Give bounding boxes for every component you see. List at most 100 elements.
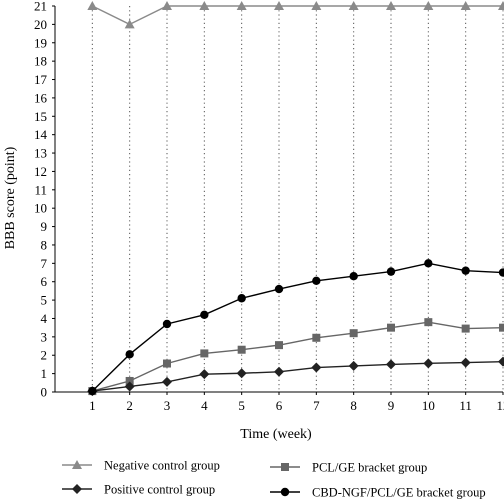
x-axis-title: Time (week) — [240, 427, 312, 442]
y-tick-label: 17 — [34, 72, 48, 87]
data-point — [199, 1, 210, 10]
data-point — [348, 360, 359, 371]
data-point — [125, 376, 134, 385]
data-point — [236, 368, 247, 379]
legend-marker — [281, 463, 289, 471]
y-tick-label: 21 — [34, 0, 47, 14]
y-tick-label: 5 — [41, 293, 48, 308]
y-tick-label: 11 — [34, 182, 47, 197]
data-point — [274, 1, 284, 10]
data-point — [163, 359, 171, 368]
data-point — [386, 359, 396, 370]
data-point — [424, 318, 433, 327]
legend-label: PCL/GE bracket group — [312, 461, 427, 475]
x-tick-label: 6 — [276, 398, 283, 413]
data-point — [460, 1, 471, 10]
data-point — [311, 362, 322, 373]
legend-marker — [72, 460, 82, 469]
x-tick-label: 10 — [422, 398, 435, 413]
x-tick-label: 1 — [89, 398, 96, 413]
y-tick-label: 12 — [34, 164, 47, 179]
data-point — [387, 323, 395, 332]
series-diamond — [87, 356, 504, 397]
data-point — [461, 324, 470, 333]
legend-marker — [280, 487, 290, 497]
data-point — [423, 1, 434, 10]
data-point — [125, 350, 134, 359]
y-tick-label: 14 — [34, 127, 48, 142]
x-tick-label: 8 — [350, 398, 357, 413]
data-point — [274, 366, 284, 377]
data-point — [162, 319, 172, 329]
y-tick-label: 2 — [41, 348, 48, 363]
data-point — [88, 386, 97, 396]
series-line — [92, 321, 504, 392]
data-point — [87, 1, 98, 10]
x-tick-label: 5 — [238, 398, 245, 413]
data-point — [199, 369, 210, 380]
y-tick-label: 19 — [34, 35, 47, 50]
data-point — [311, 1, 322, 10]
data-point — [162, 1, 172, 10]
x-tick-label: 2 — [126, 398, 133, 413]
y-tick-label: 3 — [41, 329, 48, 344]
data-point — [349, 329, 358, 338]
data-point — [498, 1, 504, 10]
data-point — [237, 294, 246, 303]
axes — [52, 5, 504, 395]
x-tick-label: 3 — [164, 398, 171, 413]
data-point — [312, 333, 321, 342]
data-point — [386, 267, 396, 276]
data-point — [124, 19, 135, 29]
y-tick-label: 16 — [34, 90, 48, 105]
y-axis-title: BBB score (point) — [3, 146, 18, 249]
series-line — [92, 360, 504, 392]
data-point — [237, 345, 246, 354]
y-tick-label: 1 — [41, 366, 48, 381]
data-point — [124, 381, 135, 392]
data-point — [499, 323, 504, 332]
x-tick-label: 9 — [388, 398, 395, 413]
data-point — [461, 266, 470, 275]
x-tick-label: 4 — [201, 398, 208, 413]
data-point — [498, 268, 504, 277]
data-point — [312, 276, 321, 285]
y-tick-label: 20 — [34, 17, 47, 32]
series-line — [91, 262, 504, 392]
y-tick-label: 4 — [41, 311, 48, 326]
data-point — [274, 284, 284, 294]
data-point — [349, 272, 358, 281]
data-point — [275, 341, 283, 350]
legend-label: CBD-NGF/PCL/GE bracket group — [312, 486, 486, 500]
legend-marker — [72, 484, 82, 494]
x-tick-label: 7 — [313, 398, 320, 413]
data-point — [162, 376, 172, 387]
y-tick-label: 9 — [41, 219, 48, 234]
y-tick-label: 0 — [41, 385, 48, 400]
y-tick-label: 8 — [41, 237, 48, 252]
y-tick-label: 13 — [34, 146, 47, 161]
data-point — [348, 1, 359, 10]
series-triangle — [87, 1, 504, 29]
legend: Negative control group PCL/GE bracket gro… — [62, 459, 486, 500]
series-line — [92, 5, 503, 26]
data-point — [460, 357, 471, 368]
legend-item: CBD-NGF/PCL/GE bracket group — [270, 486, 486, 500]
legend-item: Positive control group — [62, 483, 215, 497]
data-point — [200, 310, 209, 319]
data-point — [200, 349, 209, 358]
x-tick-label: 11 — [459, 398, 472, 413]
y-tick-label: 18 — [34, 54, 47, 69]
y-tick-label: 15 — [34, 109, 47, 124]
data-point — [424, 259, 433, 268]
data-point — [423, 358, 434, 369]
series-group — [87, 1, 504, 397]
data-point — [498, 356, 504, 367]
data-point — [386, 1, 396, 10]
data-point — [236, 1, 247, 10]
series-circle — [88, 259, 504, 396]
legend-item: PCL/GE bracket group — [270, 461, 427, 475]
